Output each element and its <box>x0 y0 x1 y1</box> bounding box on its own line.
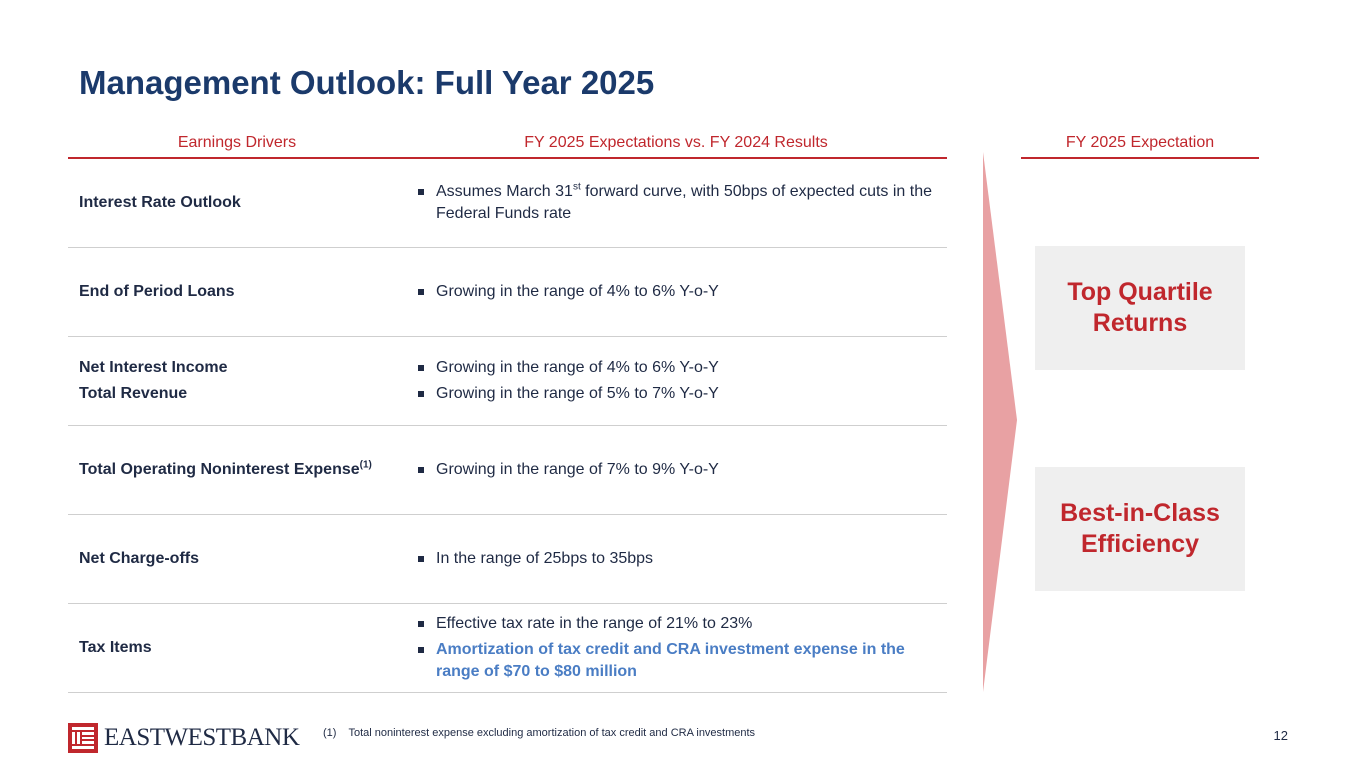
footnote-marker: (1) <box>359 459 372 471</box>
expectation-bullet: Growing in the range of 4% to 6% Y-o-Y <box>417 357 942 379</box>
column-header-earnings-drivers: Earnings Drivers <box>177 134 297 151</box>
expectation-bullet: Growing in the range of 5% to 7% Y-o-Y <box>417 383 942 405</box>
page-title: Management Outlook: Full Year 2025 <box>79 64 655 101</box>
expectation-bullet-highlighted: Amortization of tax credit and CRA inves… <box>417 639 942 683</box>
bullet-text-post: forward curve, with 50bps of expected cu… <box>436 183 933 222</box>
expectation-list: Growing in the range of 4% to 6% Y-o-Y <box>417 248 942 336</box>
driver-label: Tax Items <box>79 604 152 692</box>
header-divider-right <box>1021 157 1259 159</box>
table-row-nii-total-revenue: Net Interest Income Total Revenue Growin… <box>68 337 947 426</box>
expectation-list: In the range of 25bps to 35bps <box>417 515 942 603</box>
expectation-list: Growing in the range of 4% to 6% Y-o-Y G… <box>417 337 942 425</box>
table-row-operating-expense: Total Operating Noninterest Expense(1) G… <box>68 426 947 515</box>
expectation-list: Assumes March 31st forward curve, with 5… <box>417 159 942 247</box>
bullet-text-pre: Assumes March 31 <box>436 183 573 200</box>
expectation-list: Growing in the range of 7% to 9% Y-o-Y <box>417 426 942 514</box>
bank-logo-icon <box>68 723 98 753</box>
page-number: 12 <box>1273 728 1288 743</box>
column-header-expectations: FY 2025 Expectations vs. FY 2024 Results <box>524 134 828 151</box>
expectation-bullet: Effective tax rate in the range of 21% t… <box>417 613 942 635</box>
table-row-end-of-period-loans: End of Period Loans Growing in the range… <box>68 248 947 337</box>
footnote-text: Total noninterest expense excluding amor… <box>348 727 756 739</box>
driver-line: End of Period Loans <box>79 283 235 300</box>
driver-line: Total Revenue <box>79 385 188 402</box>
column-header-fy-expectation: FY 2025 Expectation <box>1065 134 1215 151</box>
outcome-label: Top Quartile Returns <box>1067 278 1213 337</box>
table-row-net-charge-offs: Net Charge-offs In the range of 25bps to… <box>68 515 947 604</box>
footnote: (1) Total noninterest expense excluding a… <box>323 727 755 739</box>
driver-label: End of Period Loans <box>79 248 235 336</box>
outcome-box-top-quartile: Top Quartile Returns <box>1035 246 1245 370</box>
expectation-bullet: Growing in the range of 4% to 6% Y-o-Y <box>417 281 942 303</box>
driver-line: Net Charge-offs <box>79 550 200 567</box>
expectation-bullet: Assumes March 31st forward curve, with 5… <box>417 181 942 225</box>
table-row-interest-rate-outlook: Interest Rate Outlook Assumes March 31st… <box>68 159 947 248</box>
driver-label: Net Interest Income Total Revenue <box>79 337 227 425</box>
outcome-box-efficiency: Best-in-Class Efficiency <box>1035 467 1245 591</box>
header-divider <box>68 157 947 159</box>
expectation-list: Effective tax rate in the range of 21% t… <box>417 604 942 692</box>
driver-line: Total Operating Noninterest Expense(1) <box>79 457 372 483</box>
expectation-bullet: In the range of 25bps to 35bps <box>417 548 942 570</box>
chevron-arrow-icon <box>983 152 1017 692</box>
driver-line: Interest Rate Outlook <box>79 194 241 211</box>
driver-line-text: Total Operating Noninterest Expense <box>79 461 360 478</box>
table-row-tax-items: Tax Items Effective tax rate in the rang… <box>68 604 947 693</box>
expectation-bullet: Growing in the range of 7% to 9% Y-o-Y <box>417 459 942 481</box>
driver-line: Net Interest Income <box>79 359 228 376</box>
ordinal-superscript: st <box>572 181 581 193</box>
driver-label: Net Charge-offs <box>79 515 199 603</box>
driver-line: Tax Items <box>79 639 152 656</box>
driver-label: Interest Rate Outlook <box>79 159 241 247</box>
driver-label: Total Operating Noninterest Expense(1) <box>79 426 372 514</box>
company-logo: EASTWESTBANK <box>68 723 300 753</box>
footnote-number: (1) <box>323 727 337 739</box>
logo-wordmark: EASTWESTBANK <box>104 724 300 751</box>
outcome-label: Best-in-Class Efficiency <box>1060 499 1220 558</box>
chevron-arrow-shape <box>983 152 1017 692</box>
